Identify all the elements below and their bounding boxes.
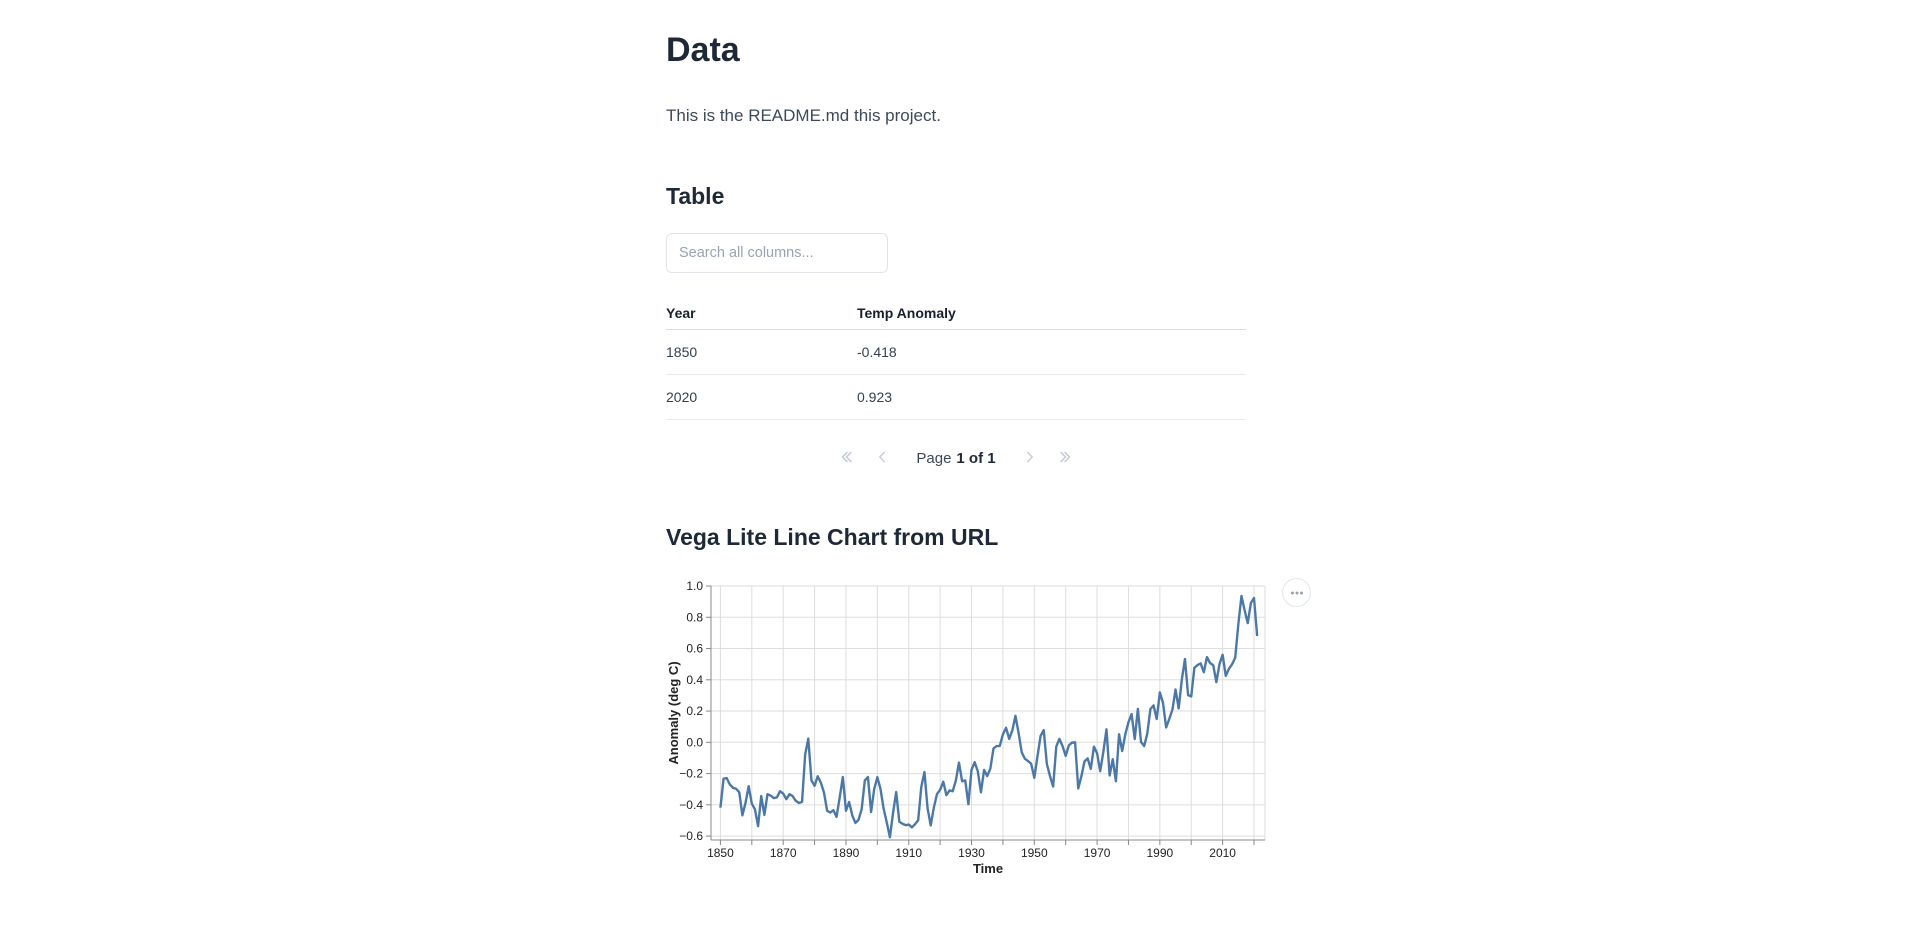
svg-text:2010: 2010 [1209, 846, 1236, 860]
svg-text:1930: 1930 [958, 846, 985, 860]
ellipsis-icon [1288, 584, 1306, 602]
svg-text:Time: Time [973, 861, 1003, 876]
page-indicator: Page 1 of 1 [916, 450, 995, 467]
chevron-left-icon [872, 447, 892, 470]
svg-text:1.0: 1.0 [686, 579, 703, 593]
svg-text:Anomaly (deg C): Anomaly (deg C) [666, 661, 681, 764]
svg-text:0.8: 0.8 [686, 610, 703, 624]
chevron-right-icon [1020, 447, 1040, 470]
table-row: 2020 0.923 [666, 374, 1246, 420]
svg-text:1870: 1870 [770, 846, 797, 860]
svg-text:1850: 1850 [707, 846, 734, 860]
cell-year: 1850 [666, 329, 857, 375]
page-value: 1 of 1 [956, 449, 996, 467]
table-section-title: Table [666, 183, 725, 209]
svg-text:1950: 1950 [1021, 846, 1048, 860]
chart-section-title: Vega Lite Line Chart from URL [666, 524, 999, 550]
svg-text:0.4: 0.4 [686, 673, 703, 687]
svg-text:1890: 1890 [833, 846, 860, 860]
line-chart: 1850 1870 1890 1910 1930 1950 1970 1990 2010 −0.6… [666, 579, 1266, 876]
vega-chart-container: 1850 1870 1890 1910 1930 1950 1970 1990 2010 −0.6… [666, 565, 1326, 885]
chevrons-right-icon [1056, 447, 1076, 470]
cell-year: 2020 [666, 374, 857, 420]
chart-menu-button[interactable] [1282, 578, 1311, 607]
last-page-button[interactable] [1052, 444, 1080, 472]
svg-text:1970: 1970 [1084, 846, 1111, 860]
page-title: Data [666, 31, 740, 69]
column-header-temp-anomaly[interactable]: Temp Anomaly [857, 296, 1246, 330]
table-row: 1850 -0.418 [666, 329, 1246, 375]
svg-text:0.2: 0.2 [686, 704, 703, 718]
first-page-button[interactable] [832, 444, 860, 472]
data-table: Year Temp Anomaly 1850 -0.418 2020 0.923 [666, 296, 1246, 420]
svg-text:−0.4: −0.4 [679, 798, 703, 812]
cell-temp-anomaly: 0.923 [857, 374, 1246, 420]
readme-text: This is the README.md this project. [666, 106, 941, 125]
search-input[interactable] [666, 233, 888, 273]
svg-text:1910: 1910 [895, 846, 922, 860]
table-header-row: Year Temp Anomaly [666, 296, 1246, 330]
page-label: Page [916, 449, 952, 467]
next-page-button[interactable] [1016, 444, 1044, 472]
cell-temp-anomaly: -0.418 [857, 329, 1246, 375]
prev-page-button[interactable] [868, 444, 896, 472]
svg-text:−0.6: −0.6 [679, 829, 703, 843]
column-header-year[interactable]: Year [666, 296, 857, 330]
pagination: Page 1 of 1 [666, 438, 1246, 478]
svg-text:1990: 1990 [1146, 846, 1173, 860]
chevrons-left-icon [836, 447, 856, 470]
svg-text:−0.2: −0.2 [679, 767, 703, 781]
svg-text:0.0: 0.0 [686, 735, 703, 749]
svg-text:0.6: 0.6 [686, 642, 703, 656]
